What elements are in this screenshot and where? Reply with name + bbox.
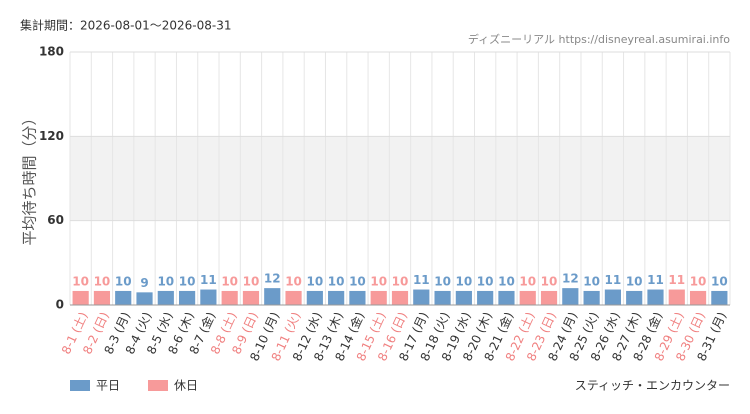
legend-swatch	[70, 380, 90, 391]
bar	[540, 290, 558, 305]
value-label: 10	[115, 274, 132, 288]
bar	[328, 290, 345, 305]
bar	[391, 290, 409, 305]
source: ディズニーリアル https://disneyreal.asumirai.inf…	[468, 32, 730, 46]
value-label: 9	[140, 276, 148, 290]
bar	[264, 288, 281, 305]
value-label: 11	[413, 273, 430, 287]
value-label: 10	[94, 274, 111, 288]
y-tick-label: 60	[47, 213, 64, 227]
bar	[562, 288, 579, 305]
footnote: スティッチ・エンカウンター	[575, 379, 730, 393]
bar	[519, 290, 536, 305]
bar	[626, 290, 643, 305]
value-label: 10	[498, 274, 515, 288]
value-label: 12	[264, 272, 281, 286]
value-label: 10	[434, 274, 451, 288]
bar	[413, 289, 430, 305]
value-label: 10	[179, 274, 196, 288]
legend-label: 休日	[174, 379, 198, 393]
bar	[179, 290, 196, 305]
period: 集計期間：2026-08-01～2026-08-31	[20, 18, 231, 33]
value-label: 10	[349, 274, 366, 288]
value-label: 11	[668, 273, 685, 287]
value-label: 10	[306, 274, 323, 288]
value-label: 10	[583, 274, 600, 288]
value-label: 10	[370, 274, 387, 288]
value-label: 10	[477, 274, 494, 288]
bar	[689, 290, 707, 305]
legend-label: 平日	[96, 379, 120, 393]
bar	[434, 290, 451, 305]
grid-band	[70, 136, 730, 221]
value-label: 10	[243, 274, 260, 288]
bar	[93, 290, 111, 305]
value-label: 10	[328, 274, 345, 288]
value-label: 10	[285, 274, 302, 288]
bar	[72, 290, 89, 305]
legend-swatch	[148, 380, 168, 391]
bar	[583, 290, 600, 305]
bar	[498, 290, 515, 305]
bar	[306, 290, 323, 305]
bar	[477, 290, 494, 305]
value-label: 10	[221, 274, 238, 288]
bar	[647, 289, 664, 305]
y-tick-label: 180	[39, 45, 64, 59]
y-axis-label: 平均待ち時間（分）	[21, 110, 39, 245]
value-label: 11	[647, 273, 664, 287]
bar	[349, 290, 366, 305]
bar	[136, 292, 153, 305]
bar	[115, 290, 132, 305]
bar	[370, 290, 387, 305]
bar	[455, 290, 472, 305]
value-label: 10	[519, 274, 536, 288]
bar	[200, 289, 217, 305]
value-label: 10	[392, 274, 409, 288]
value-label: 10	[157, 274, 174, 288]
bar	[242, 290, 260, 305]
value-label: 10	[690, 274, 707, 288]
bar	[157, 290, 174, 305]
value-label: 10	[711, 274, 728, 288]
bar	[221, 290, 238, 305]
value-label: 11	[200, 273, 217, 287]
bar	[668, 289, 685, 305]
value-label: 12	[562, 272, 579, 286]
value-label: 10	[456, 274, 473, 288]
bar	[604, 289, 621, 305]
y-tick-label: 0	[56, 298, 64, 312]
value-label: 10	[626, 274, 643, 288]
y-tick-label: 120	[39, 129, 64, 143]
value-label: 11	[605, 273, 622, 287]
value-label: 10	[72, 274, 89, 288]
bar	[711, 290, 728, 305]
bar	[285, 290, 302, 305]
value-label: 10	[541, 274, 558, 288]
